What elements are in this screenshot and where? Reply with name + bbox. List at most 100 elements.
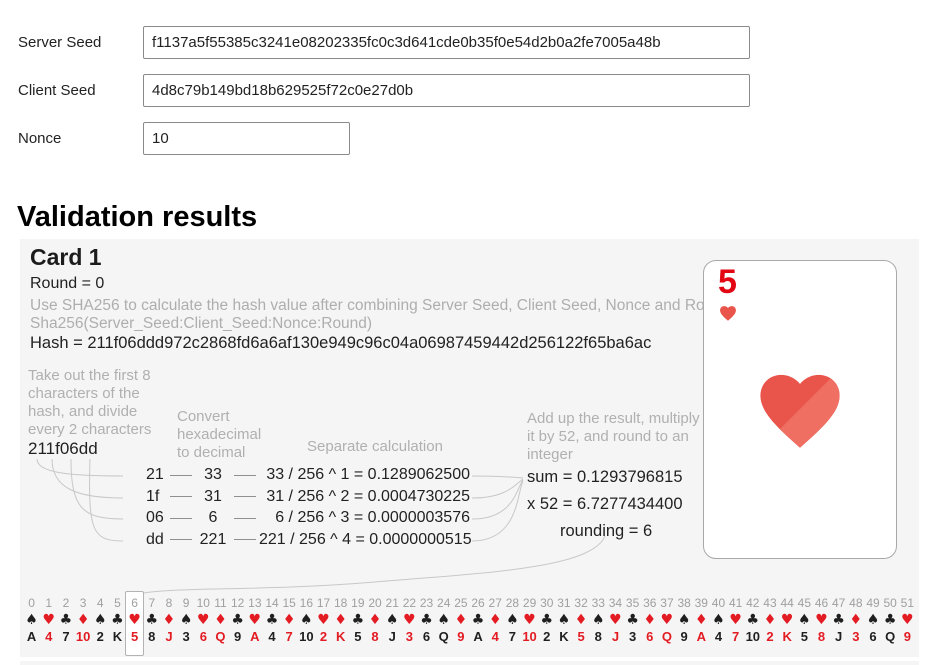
suit-icon: ♠	[300, 612, 313, 628]
deck-card-column: 30 ♣ 2	[538, 596, 555, 645]
note-take-first8: Take out the first 8 characters of the h…	[28, 367, 152, 438]
suit-icon: ♦	[574, 612, 588, 628]
deck-card-index: 10	[196, 596, 210, 610]
deck-card-column: 3 ♦ 10	[75, 596, 92, 645]
seed-form: Server Seed Client Seed Nonce	[18, 26, 750, 170]
deck-card-column: 10 ♥ 6	[195, 596, 212, 645]
suit-icon: ♠	[506, 612, 519, 628]
deck-card-column: 4 ♠ 2	[92, 596, 109, 645]
first-8-hash-chars: 211f06dd	[28, 439, 98, 458]
deck-card-index: 32	[574, 596, 588, 610]
deck-card-column: 14 ♣ 4	[263, 596, 280, 645]
deck-card-rank: 7	[732, 629, 740, 644]
suit-icon: ♦	[695, 612, 708, 628]
deck-card-index: 34	[608, 596, 623, 610]
page-title: Validation results	[17, 201, 258, 234]
deck-card-column: 25 ♦ 9	[452, 596, 469, 645]
deck-card-rank: 4	[268, 629, 276, 644]
deck-card-index: 48	[849, 596, 863, 610]
round-label: Round = 0	[30, 275, 105, 292]
client-seed-input[interactable]	[143, 74, 750, 107]
deck-card-rank: 9	[234, 629, 242, 644]
deck-card-index: 44	[780, 596, 794, 610]
deck-card-rank: 5	[800, 629, 808, 644]
deck-card-column: 42 ♣ 10	[744, 596, 761, 645]
note-separate-calculation: Separate calculation	[307, 438, 443, 455]
deck-card-column: 11 ♦ Q	[212, 596, 229, 645]
deck-card-index: 12	[230, 596, 245, 610]
deck-card-column: 17 ♥ 2	[315, 596, 332, 645]
deck-card-column: 9 ♠ 3	[178, 596, 195, 645]
form-field-label: Client Seed	[18, 82, 96, 99]
suit-icon: ♦	[76, 612, 90, 628]
deck-card-rank: J	[835, 629, 843, 644]
deck-card-rank: A	[250, 629, 260, 644]
deck-card-column: 50 ♣ Q	[882, 596, 899, 645]
deck-card-column: 18 ♦ K	[332, 596, 349, 645]
deck-card-rank: 4	[714, 629, 723, 644]
deck-card-column: 28 ♠ 7	[504, 596, 521, 645]
deck-card-column: 38 ♠ 9	[676, 596, 693, 645]
form-field-label: Nonce	[18, 130, 62, 147]
suit-icon: ♠	[866, 612, 880, 628]
deck-card-column: 41 ♥ 7	[727, 596, 744, 645]
deck-card-column: 13 ♥ A	[246, 596, 263, 645]
deck-card-index: 17	[316, 596, 331, 610]
deck-card-index: 51	[900, 596, 915, 610]
suit-icon: ♣	[351, 612, 365, 628]
suit-icon: ♥	[317, 612, 330, 628]
suit-icon: ♣	[540, 612, 554, 628]
suit-icon: ♠	[385, 612, 399, 628]
deck-card-index: 16	[299, 596, 314, 610]
suit-icon: ♠	[591, 612, 605, 628]
calc-decimal: 221	[199, 530, 227, 548]
suit-icon: ♠	[798, 612, 811, 628]
deck-card-rank: A	[696, 629, 706, 644]
deck-card-column: 39 ♦ A	[693, 596, 710, 645]
deck-card-rank: 10	[745, 629, 761, 644]
deck-card-column: 8 ♦ J	[160, 596, 177, 645]
deck-card-index: 43	[763, 596, 777, 610]
form-field-row: Nonce	[18, 122, 750, 155]
form-field-label: Server Seed	[18, 34, 102, 51]
deck-card-index: 45	[797, 596, 811, 610]
deck-card-column: 40 ♠ 4	[710, 596, 727, 645]
deck-card-column: 51 ♥ 9	[899, 596, 916, 645]
deck-card-index: 28	[505, 596, 520, 610]
deck-card-index: 6	[131, 596, 138, 610]
deck-card-index: 35	[625, 596, 640, 610]
deck-card-rank: Q	[438, 629, 449, 644]
suit-icon: ♠	[179, 612, 193, 628]
suit-icon: ♥	[403, 612, 416, 628]
heart-icon	[717, 303, 739, 323]
deck-card-rank: 5	[354, 629, 362, 644]
server-seed-input[interactable]	[143, 26, 750, 59]
deck-card-column: 32 ♦ 5	[573, 596, 590, 645]
deck-card-index: 11	[214, 596, 227, 610]
deck-card-index: 26	[471, 596, 485, 610]
deck-card-index: 24	[437, 596, 451, 610]
deck-card-rank: Q	[215, 629, 226, 644]
suit-icon: ♣	[265, 612, 279, 628]
deck-card-column: 31 ♠ K	[555, 596, 572, 645]
deck-card-index: 41	[728, 596, 743, 610]
suit-icon: ♥	[42, 612, 56, 628]
deck-card-index: 31	[557, 596, 571, 610]
deck-card-column: 24 ♠ Q	[435, 596, 452, 645]
deck-card-rank: 4	[491, 629, 499, 644]
suit-icon: ♣	[883, 612, 897, 628]
deck-card-index: 2	[62, 596, 70, 610]
deck-card-index: 7	[148, 596, 156, 610]
hash-description-line2: Sha256(Server_Seed:Client_Seed:Nonce:Rou…	[30, 315, 373, 332]
suit-icon: ♦	[454, 612, 468, 628]
deck-card-column: 49 ♠ 6	[864, 596, 881, 645]
suit-icon: ♠	[677, 612, 691, 628]
deck-card-index: 36	[643, 596, 657, 610]
nonce-input[interactable]	[143, 122, 350, 155]
deck-card-index: 13	[248, 596, 262, 610]
deck-card-rank: A	[473, 629, 483, 644]
deck-card-rank: 3	[628, 629, 637, 644]
suit-icon: ♦	[282, 612, 296, 628]
suit-icon: ♠	[25, 612, 38, 628]
multiply-value: x 52 = 6.7277434400	[527, 495, 683, 513]
